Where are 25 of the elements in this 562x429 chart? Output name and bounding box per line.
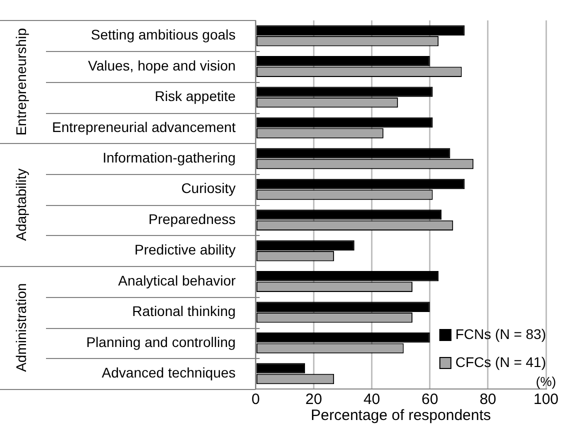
x-tick-label: 60 — [422, 391, 438, 408]
x-tick-label: 20 — [305, 391, 322, 408]
y-tick-label: Entrepreneurial advancement — [52, 118, 236, 135]
x-axis-title: Percentage of respondents — [310, 407, 491, 424]
x-tick-label: 40 — [363, 391, 380, 408]
x-tick-label: 80 — [480, 391, 496, 408]
y-tick-label: Risk appetite — [154, 88, 236, 104]
y-tick-label: Planning and controlling — [86, 334, 236, 350]
y-tick-label: Setting ambitious goals — [90, 26, 236, 43]
y-tick-label: Information-gathering — [102, 149, 236, 166]
y-tick-label: Predictive ability — [134, 242, 236, 258]
text: Adaptability — [12, 168, 29, 241]
y-tick-label: Analytical behavior — [118, 272, 236, 288]
y-tick-label: Values, hope and vision — [88, 57, 236, 74]
y-tick-label: Advanced techniques — [102, 364, 236, 380]
y-tick-label: Preparedness — [148, 210, 236, 227]
y-tick-label: Curiosity — [181, 180, 236, 196]
annotation: (%) — [536, 374, 556, 390]
x-tick-label: 0 — [251, 391, 260, 408]
text: Administration — [12, 283, 29, 372]
y-tick-label: Rational thinking — [132, 303, 236, 320]
x-tick-label: 100 — [533, 391, 559, 408]
legend-label: CFCs (N = 41) — [455, 354, 546, 370]
text: Entrepreneurship — [12, 28, 29, 136]
legend-label: FCNs (N = 83) — [455, 326, 546, 342]
